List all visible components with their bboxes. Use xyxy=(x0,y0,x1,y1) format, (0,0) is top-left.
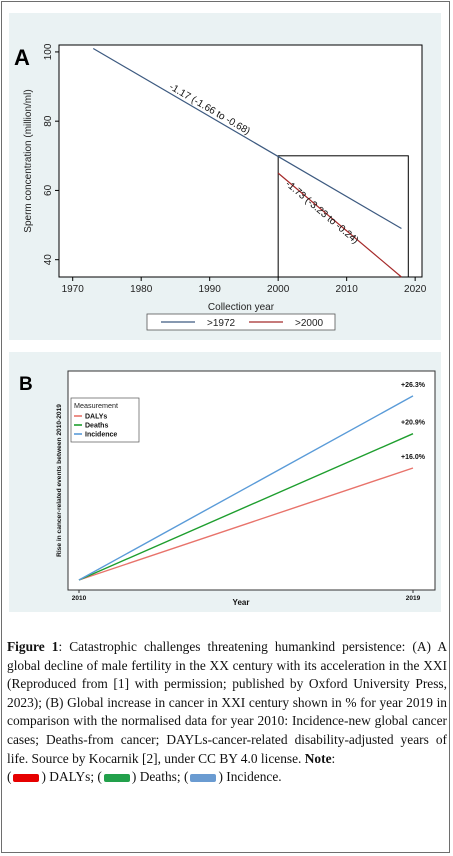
x-tick-label-a: 1980 xyxy=(130,284,153,295)
legend-b xyxy=(70,397,140,443)
x-ticks-a: 1970 1980 1990 2000 2010 2020 xyxy=(62,277,427,295)
dalys-swatch xyxy=(13,774,40,783)
note-incidence: ) Incidence. xyxy=(218,769,282,785)
legend-items-b: DALYs Deaths Incidence xyxy=(74,414,117,439)
note-dalys: ) DALYs; xyxy=(41,769,95,785)
y-tick-label-a: 80 xyxy=(43,115,54,127)
panel-a-letter: A xyxy=(14,45,30,70)
note-open-incidence: ( xyxy=(183,769,189,785)
y-tick-label-a: 40 xyxy=(43,254,54,266)
series-line-1972 xyxy=(92,47,402,230)
end-label-deaths: +20.9% xyxy=(401,420,426,427)
plot-area-a xyxy=(58,44,423,278)
x-tick-label-b: 2010 xyxy=(72,595,87,602)
incidence-swatch xyxy=(190,774,217,783)
chart-a: A 40 60 80 100 1970 1980 1990 2000 2010 2020 Spe… xyxy=(9,13,441,340)
caption-label: Figure 1 xyxy=(7,639,59,654)
series-line-2000 xyxy=(277,172,402,278)
legend-label-deaths: Deaths xyxy=(85,423,108,430)
chart-b: B 2010 2019 +16.0% +20.9% +26.3% Rise in ca… xyxy=(9,352,441,612)
figure-caption: Figure 1: Catastrophic challenges threat… xyxy=(7,638,447,787)
end-label-incidence: +26.3% xyxy=(401,382,426,389)
note-open-deaths: ( xyxy=(97,769,102,785)
note-open-dalys: ( xyxy=(7,769,12,785)
series-line-deaths xyxy=(78,433,414,581)
legend-label-1972: >1972 xyxy=(207,318,236,329)
caption-note-colon: : xyxy=(331,750,336,766)
series-lines-b xyxy=(78,395,414,581)
y-tick-label-a: 60 xyxy=(43,184,54,196)
deaths-swatch xyxy=(103,774,130,783)
zoom-box xyxy=(277,155,409,278)
series-line-incidence xyxy=(78,395,414,581)
panel-a: A 40 60 80 100 1970 1980 1990 2000 2010 2020 Spe… xyxy=(9,13,441,340)
x-tick-label-a: 1970 xyxy=(62,284,85,295)
y-axis-label-b: Rise in cancer-related events between 20… xyxy=(56,404,63,557)
legend-title-b: Measurement xyxy=(74,401,118,410)
end-label-dalys: +16.0% xyxy=(401,454,426,461)
legend-label-2000: >2000 xyxy=(295,318,324,329)
x-tick-label-a: 2010 xyxy=(336,284,359,295)
legend-label-incidence: Incidence xyxy=(85,432,117,439)
caption-text: : Catastrophic challenges threatening hu… xyxy=(7,639,447,766)
panel-b-letter: B xyxy=(19,374,33,395)
y-ticks-a: 40 60 80 100 xyxy=(43,43,59,265)
y-tick-label-a: 100 xyxy=(43,43,54,60)
x-ticks-b: 2010 2019 xyxy=(72,590,421,602)
x-tick-label-a: 1990 xyxy=(199,284,222,295)
x-tick-label-a: 2000 xyxy=(267,284,290,295)
caption-note-label: Note xyxy=(304,750,332,766)
series-lines-a xyxy=(92,47,402,278)
legend-a xyxy=(146,313,336,331)
x-axis-label-a: Collection year xyxy=(208,302,275,313)
panel-b: B 2010 2019 +16.0% +20.9% +26.3% Rise in ca… xyxy=(9,352,441,612)
legend-label-dalys: DALYs xyxy=(85,414,107,421)
end-labels-b: +16.0% +20.9% +26.3% xyxy=(401,382,426,461)
y-axis-label-a: Sperm concentration (million/ml) xyxy=(23,89,34,232)
note-deaths: ) Deaths; xyxy=(131,769,181,785)
x-axis-label-b: Year xyxy=(233,598,250,607)
series-line-dalys xyxy=(78,467,414,581)
x-tick-label-b: 2019 xyxy=(406,595,421,602)
x-tick-label-a: 2020 xyxy=(404,284,427,295)
